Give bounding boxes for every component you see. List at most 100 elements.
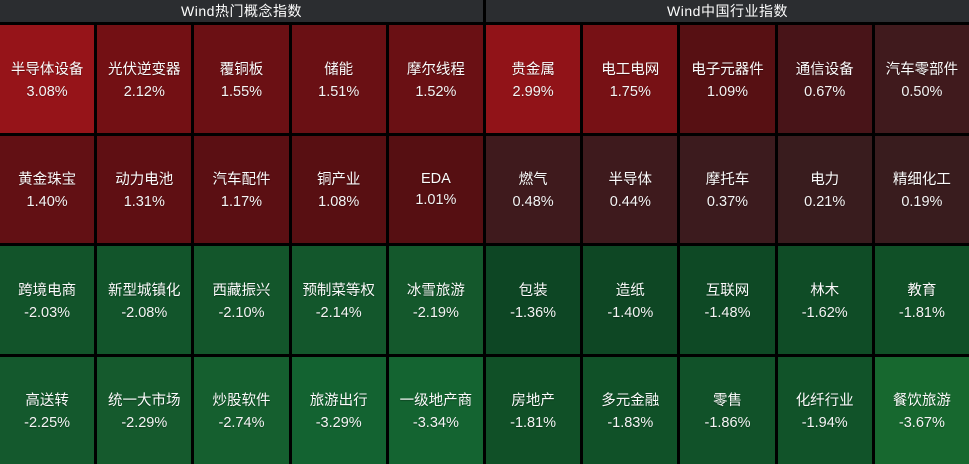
index-tile[interactable]: 餐饮旅游 -3.67% [874,356,969,464]
index-tile[interactable]: 汽车零部件 0.50% [874,25,969,133]
index-name: EDA [420,170,451,187]
index-tile[interactable]: 半导体设备 3.08% [0,25,95,133]
index-tile[interactable]: 新型城镇化 -2.08% [97,246,192,354]
index-tile[interactable]: 摩尔线程 1.52% [388,25,483,133]
index-name: 化纤行业 [795,393,854,410]
index-name: 炒股软件 [212,393,271,410]
index-change: 1.55% [220,83,263,100]
index-change: 1.17% [220,194,263,211]
index-change: -2.03% [24,304,71,321]
index-tile[interactable]: 包装 -1.36% [486,246,581,354]
index-name: 摩尔线程 [406,61,465,78]
index-tile[interactable]: EDA 1.01% [388,135,483,243]
index-change: 3.08% [26,83,68,100]
index-tile[interactable]: 一级地产商 -3.34% [388,356,483,464]
index-tile[interactable]: 预制菜等权 -2.14% [291,246,386,354]
index-tile[interactable]: 精细化工 0.19% [874,135,969,243]
index-name: 互联网 [705,282,750,299]
index-name: 餐饮旅游 [892,393,951,410]
index-tile[interactable]: 动力电池 1.31% [97,135,192,243]
index-tile[interactable]: 汽车配件 1.17% [194,135,289,243]
heatmap-grid-industry: 贵金属 2.99% 电工电网 1.75% 电子元器件 1.09% 通信设备 0.67% 汽车零部… [486,25,969,464]
index-change: -1.81% [510,415,557,432]
index-tile[interactable]: 跨境电商 -2.03% [0,246,95,354]
index-tile[interactable]: 炒股软件 -2.74% [194,356,289,464]
index-name: 高送转 [25,393,69,410]
index-tile[interactable]: 电子元器件 1.09% [680,25,775,133]
index-change: -1.83% [607,415,654,432]
index-name: 通信设备 [795,61,854,78]
index-tile[interactable]: 摩托车 0.37% [680,135,775,243]
index-tile[interactable]: 铜产业 1.08% [291,135,386,243]
index-name: 汽车零部件 [885,61,959,78]
index-change: 1.08% [318,194,360,211]
index-tile[interactable]: 储能 1.51% [291,25,386,133]
index-tile[interactable]: 电工电网 1.75% [583,25,678,133]
index-name: 造纸 [615,282,645,299]
index-tile[interactable]: 教育 -1.81% [874,246,969,354]
index-name: 教育 [907,282,937,299]
index-tile[interactable]: 零售 -1.86% [680,356,775,464]
index-change: -1.48% [704,304,751,321]
index-name: 包装 [518,282,548,299]
index-tile[interactable]: 互联网 -1.48% [680,246,775,354]
index-change: 2.99% [512,83,554,100]
index-change: 0.67% [804,83,846,100]
index-change: 1.52% [415,83,457,100]
index-tile[interactable]: 半导体 0.44% [583,135,678,243]
index-change: 1.40% [26,194,68,211]
index-name: 统一大市场 [108,393,181,410]
index-tile[interactable]: 光伏逆变器 2.12% [97,25,192,133]
index-change: -2.74% [218,415,265,432]
index-tile[interactable]: 造纸 -1.40% [583,246,678,354]
index-change: 1.51% [318,83,360,100]
index-name: 光伏逆变器 [108,61,181,78]
index-change: 1.09% [706,83,749,100]
index-name: 黄金珠宝 [18,172,77,189]
index-change: -1.36% [510,304,557,321]
index-tile[interactable]: 燃气 0.48% [486,135,581,243]
index-change: 0.19% [901,194,943,211]
index-name: 铜产业 [316,172,361,189]
index-name: 新型城镇化 [108,282,181,299]
index-change: -2.19% [412,304,459,321]
index-name: 覆铜板 [219,61,264,78]
index-name: 燃气 [518,172,548,189]
index-change: -3.29% [315,415,362,432]
index-tile[interactable]: 西藏振兴 -2.10% [194,246,289,354]
index-change: 1.31% [123,194,165,211]
index-tile[interactable]: 旅游出行 -3.29% [291,356,386,464]
section-concept-indices: Wind热门概念指数 半导体设备 3.08% 光伏逆变器 2.12% 覆铜板 1.55% 储… [0,0,483,464]
index-tile[interactable]: 化纤行业 -1.94% [777,356,872,464]
index-name: 西藏振兴 [212,282,271,299]
heatmap-grid-concept: 半导体设备 3.08% 光伏逆变器 2.12% 覆铜板 1.55% 储能 1.51% 摩尔线程 1… [0,25,483,464]
index-tile[interactable]: 黄金珠宝 1.40% [0,135,95,243]
section-title-industry: Wind中国行业指数 [486,0,969,22]
index-change: 1.75% [609,83,651,100]
index-name: 预制菜等权 [302,282,375,299]
index-tile[interactable]: 房地产 -1.81% [486,356,581,464]
index-tile[interactable]: 统一大市场 -2.29% [97,356,192,464]
index-tile[interactable]: 通信设备 0.67% [777,25,872,133]
index-name: 冰雪旅游 [406,282,465,299]
index-tile[interactable]: 高送转 -2.25% [0,356,95,464]
index-change: 0.37% [706,194,749,211]
index-change: 0.48% [512,194,554,211]
index-change: 0.50% [901,83,943,100]
index-name: 储能 [324,61,354,78]
section-industry-indices: Wind中国行业指数 贵金属 2.99% 电工电网 1.75% 电子元器件 1.09% 通信… [486,0,969,464]
index-tile[interactable]: 林木 -1.62% [777,246,872,354]
index-name: 电子元器件 [691,61,764,78]
index-name: 摩托车 [705,172,750,189]
index-change: -3.67% [898,415,945,432]
index-tile[interactable]: 多元金融 -1.83% [583,356,678,464]
index-name: 多元金融 [601,393,660,410]
index-tile[interactable]: 覆铜板 1.55% [194,25,289,133]
index-change: 0.21% [804,194,846,211]
index-tile[interactable]: 冰雪旅游 -2.19% [388,246,483,354]
index-name: 林木 [810,282,840,299]
index-change: -2.08% [121,304,168,321]
index-tile[interactable]: 电力 0.21% [777,135,872,243]
index-tile[interactable]: 贵金属 2.99% [486,25,581,133]
